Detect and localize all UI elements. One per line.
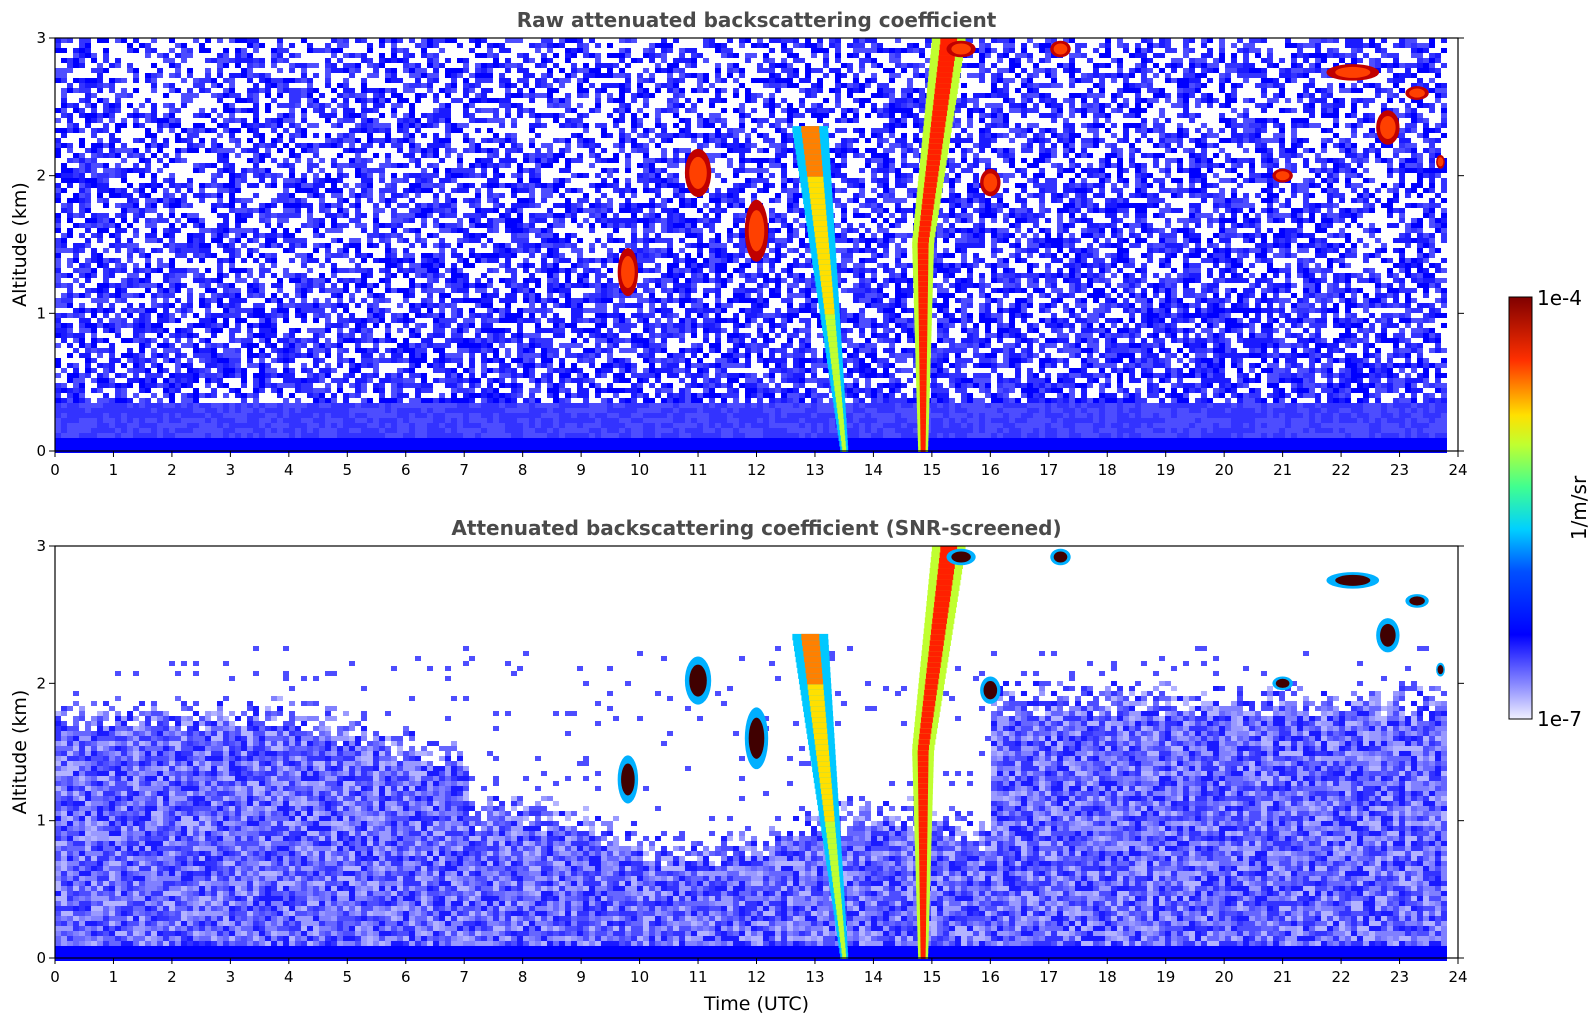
x-tick-label: 20	[1215, 461, 1234, 479]
x-tick-label: 12	[747, 461, 766, 479]
x-tick-label: 11	[688, 968, 707, 986]
x-tick-label: 22	[1332, 968, 1351, 986]
x-tick-label: 0	[50, 968, 60, 986]
x-tick-label: 14	[864, 968, 883, 986]
x-tick-label: 21	[1273, 968, 1292, 986]
y-tick-label: 3	[36, 537, 46, 555]
y-tick-label: 3	[36, 29, 46, 47]
x-tick-label: 8	[518, 461, 528, 479]
x-tick-label: 3	[226, 968, 236, 986]
x-tick-label: 13	[805, 968, 824, 986]
x-tick-label: 4	[284, 968, 294, 986]
x-tick-label: 23	[1390, 968, 1409, 986]
x-tick-label: 15	[922, 968, 941, 986]
x-tick-label: 12	[747, 968, 766, 986]
x-tick-label: 5	[343, 461, 353, 479]
x-tick-label: 8	[518, 968, 528, 986]
x-tick-label: 23	[1390, 461, 1409, 479]
x-tick-label: 19	[1156, 968, 1175, 986]
x-tick-label: 17	[1039, 968, 1058, 986]
x-tick-label: 1	[109, 968, 119, 986]
x-tick-label: 6	[401, 968, 411, 986]
x-tick-label: 18	[1098, 968, 1117, 986]
x-tick-label: 21	[1273, 461, 1292, 479]
figure: Raw attenuated backscattering coefficien…	[0, 0, 1595, 1020]
x-tick-label: 18	[1098, 461, 1117, 479]
x-tick-label: 10	[630, 968, 649, 986]
x-tick-label: 9	[576, 461, 586, 479]
y-tick-label: 1	[36, 812, 46, 830]
colorbar-min-label: 1e-7	[1537, 707, 1582, 731]
x-axis-label: Time (UTC)	[703, 993, 809, 1015]
y-tick-label: 2	[36, 674, 46, 692]
y-tick-label: 0	[36, 442, 46, 460]
x-tick-label: 4	[284, 461, 294, 479]
x-tick-label: 17	[1039, 461, 1058, 479]
x-tick-label: 6	[401, 461, 411, 479]
y-tick-label: 2	[36, 167, 46, 185]
x-tick-label: 16	[981, 461, 1000, 479]
panel-title: Attenuated backscattering coefficient (S…	[451, 516, 1061, 540]
x-tick-label: 9	[576, 968, 586, 986]
x-tick-label: 7	[459, 461, 469, 479]
x-tick-label: 24	[1448, 461, 1467, 479]
y-axis-label: Altitude (km)	[9, 690, 31, 815]
x-tick-label: 5	[343, 968, 353, 986]
y-tick-label: 0	[36, 949, 46, 967]
x-tick-label: 24	[1448, 968, 1467, 986]
snr-screened-backscatter-panel: Attenuated backscattering coefficient (S…	[9, 516, 1468, 1015]
panel-title: Raw attenuated backscattering coefficien…	[517, 8, 997, 32]
colorbar-unit-label: 1/m/sr	[1567, 475, 1591, 540]
x-tick-label: 19	[1156, 461, 1175, 479]
x-tick-label: 2	[167, 461, 177, 479]
raw-backscatter-panel: Raw attenuated backscattering coefficien…	[9, 8, 1468, 479]
x-tick-label: 2	[167, 968, 177, 986]
x-tick-label: 14	[864, 461, 883, 479]
x-tick-label: 15	[922, 461, 941, 479]
x-tick-label: 13	[805, 461, 824, 479]
x-tick-label: 0	[50, 461, 60, 479]
colorbar: 1e-4 1e-7 1/m/sr	[1509, 286, 1591, 731]
colorbar-max-label: 1e-4	[1537, 286, 1582, 310]
x-tick-label: 11	[688, 461, 707, 479]
x-tick-label: 20	[1215, 968, 1234, 986]
colorbar-gradient	[1509, 297, 1532, 719]
x-tick-label: 3	[226, 461, 236, 479]
y-axis-label: Altitude (km)	[9, 182, 31, 307]
x-tick-label: 1	[109, 461, 119, 479]
y-tick-label: 1	[36, 304, 46, 322]
x-tick-label: 10	[630, 461, 649, 479]
x-tick-label: 22	[1332, 461, 1351, 479]
x-tick-label: 7	[459, 968, 469, 986]
x-tick-label: 16	[981, 968, 1000, 986]
